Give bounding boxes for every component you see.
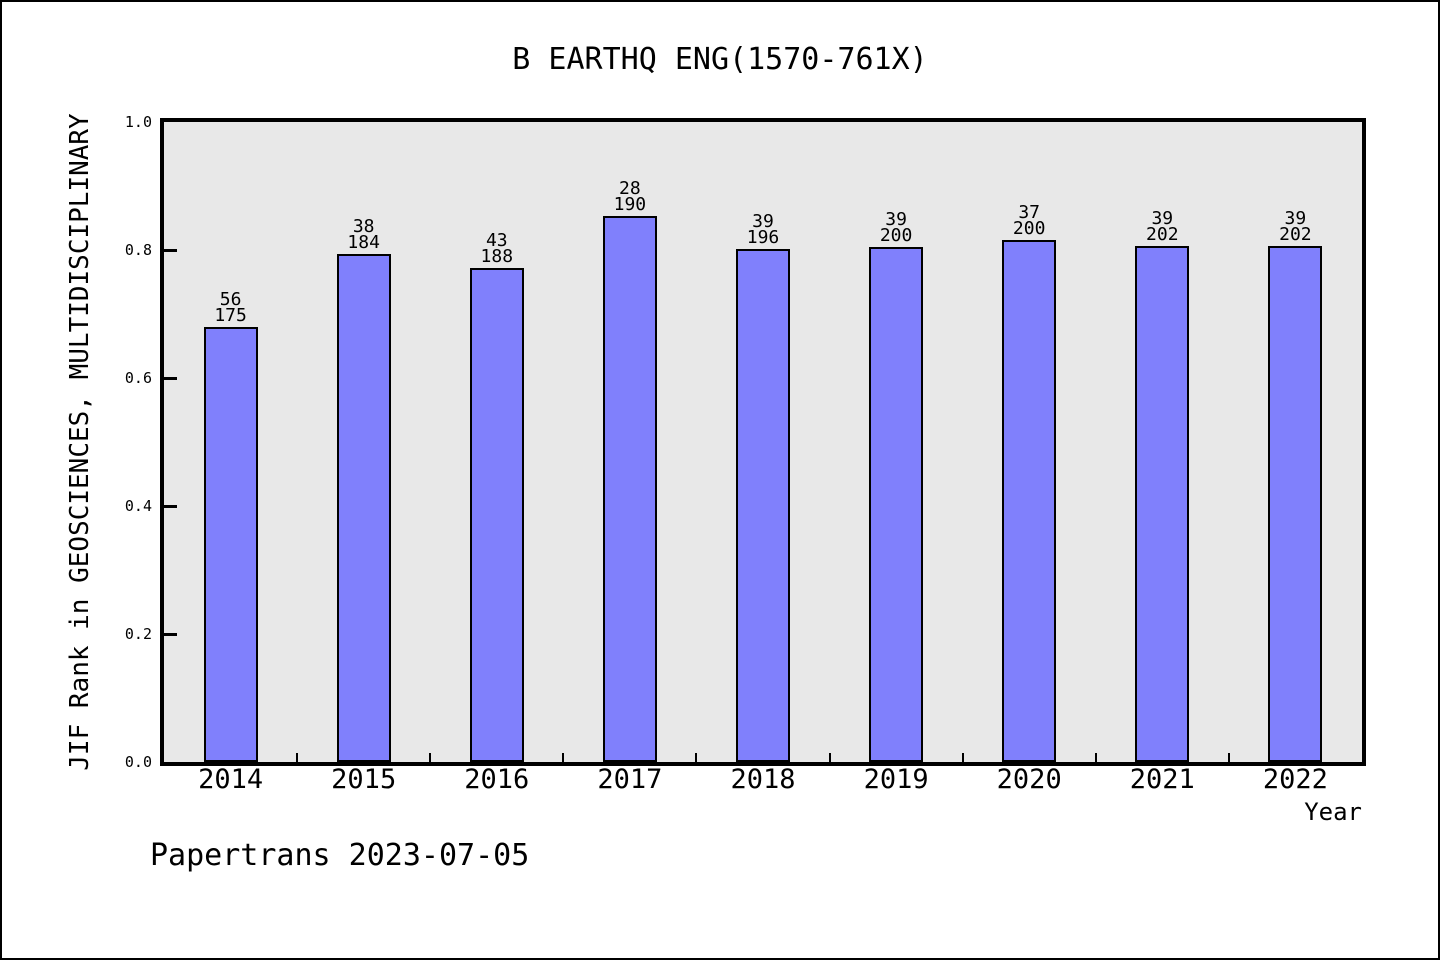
bar-label-2021: 39 202 <box>1122 208 1202 245</box>
y-tick-label-1.0: 1.0 <box>124 113 152 131</box>
x-tick-label-2018: 2018 <box>730 764 796 795</box>
x-axis-tick <box>1094 753 1097 762</box>
bar-total-value: 175 <box>214 305 247 326</box>
x-tick-label-2020: 2020 <box>996 764 1062 795</box>
x-axis-label: Year <box>1304 798 1362 826</box>
y-axis-tick <box>164 632 177 636</box>
plot-area: 56 175 38 184 43 188 28 190 39 196 39 200 37 200 39 202… <box>160 118 1366 766</box>
bar-rank-value: 38 <box>352 216 375 237</box>
bar-2018 <box>736 249 790 762</box>
bar-total-value: 196 <box>746 227 780 248</box>
bar-rank-value: 37 <box>1018 202 1041 223</box>
x-tick-label-2017: 2017 <box>597 764 663 795</box>
y-tick-label-0.8: 0.8 <box>124 241 152 259</box>
bar-label-2018: 39 196 <box>723 211 803 248</box>
y-tick-label-0.6: 0.6 <box>124 369 152 387</box>
bar-2017 <box>602 216 657 762</box>
x-tick-label-2014: 2014 <box>198 764 264 795</box>
bar-2014 <box>203 327 258 762</box>
bar-total-value: 200 <box>879 225 913 246</box>
bar-label-2017: 28 190 <box>590 178 670 215</box>
bar-rank-value: 39 <box>1284 208 1307 229</box>
x-axis-tick <box>562 753 565 762</box>
bar-total-value: 188 <box>480 246 514 267</box>
bar-rank-value: 39 <box>885 209 907 230</box>
bar-rank-value: 56 <box>219 289 242 310</box>
y-axis-tick <box>164 248 177 252</box>
bar-label-2015: 38 184 <box>324 216 404 253</box>
x-tick-label-2022: 2022 <box>1262 764 1328 795</box>
bar-rank-value: 39 <box>1151 208 1174 229</box>
x-axis-tick <box>961 753 964 762</box>
chart-title: B EARTHQ ENG(1570-761X) <box>512 42 928 77</box>
y-tick-label-0.0: 0.0 <box>124 753 152 771</box>
bar-total-value: 202 <box>1146 224 1179 245</box>
bar-rank-value: 28 <box>619 178 641 199</box>
bar-total-value: 190 <box>613 194 647 215</box>
x-tick-label-2015: 2015 <box>331 764 397 795</box>
footer-text: Papertrans 2023-07-05 <box>150 838 530 873</box>
bar-label-2014: 56 175 <box>191 289 271 326</box>
x-tick-label-2021: 2021 <box>1129 764 1195 795</box>
bar-label-2022: 39 202 <box>1255 208 1335 245</box>
x-axis-tick <box>1227 753 1230 762</box>
bar-total-value: 202 <box>1279 224 1312 245</box>
y-axis-label: JIF Rank in GEOSCIENCES, MULTIDISCIPLINA… <box>65 113 95 771</box>
bar-2016 <box>469 268 524 762</box>
x-tick-label-2019: 2019 <box>863 764 929 795</box>
y-tick-label-0.4: 0.4 <box>124 497 152 515</box>
bar-2021 <box>1135 246 1190 762</box>
bar-label-2019: 39 200 <box>856 209 936 246</box>
y-axis-tick <box>164 504 177 508</box>
bar-label-2020: 37 200 <box>989 202 1069 239</box>
bar-2019 <box>869 247 924 762</box>
x-axis-tick <box>695 753 698 762</box>
x-axis-tick <box>429 753 432 762</box>
x-tick-label-2016: 2016 <box>464 764 530 795</box>
bar-2020 <box>1002 240 1057 762</box>
bar-2015 <box>336 254 391 762</box>
x-axis-tick <box>828 753 831 762</box>
bar-total-value: 200 <box>1012 218 1046 239</box>
bar-rank-value: 39 <box>752 211 774 232</box>
bar-rank-value: 43 <box>485 230 508 251</box>
x-axis-tick <box>296 753 299 762</box>
bar-label-2016: 43 188 <box>457 230 537 267</box>
bar-2022 <box>1268 246 1323 762</box>
bar-total-value: 184 <box>347 232 380 253</box>
y-axis-tick <box>164 376 177 380</box>
y-tick-label-0.2: 0.2 <box>124 625 152 643</box>
